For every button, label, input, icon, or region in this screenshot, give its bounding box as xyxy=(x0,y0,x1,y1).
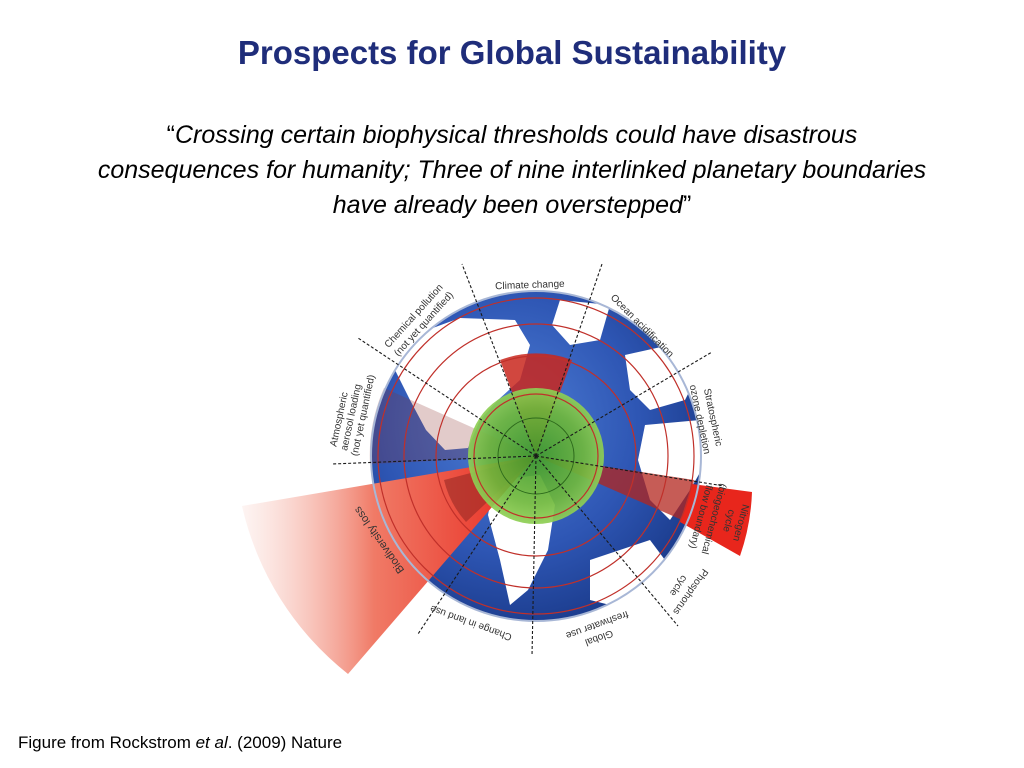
greenland xyxy=(552,300,610,345)
divider-8 xyxy=(331,455,537,465)
ring-2 xyxy=(435,355,637,557)
quote-open-mark: “ xyxy=(166,121,175,149)
ring-1 xyxy=(473,393,599,519)
caption-italic: et al xyxy=(195,733,228,752)
divider-9 xyxy=(357,337,537,457)
quote-text: “Crossing certain biophysical thresholds… xyxy=(92,118,932,223)
nitrogen-cycle-overshoot xyxy=(680,484,752,556)
quote-close-mark: ” xyxy=(682,191,692,219)
globe-outline xyxy=(370,290,702,622)
caption-suffix: . (2009) Nature xyxy=(227,733,343,752)
quote-body: Crossing certain biophysical thresholds … xyxy=(97,121,927,219)
boundary-rings xyxy=(377,297,695,615)
caption-prefix: Figure from Rockstrom xyxy=(18,733,196,752)
safe-zone-inner-ring xyxy=(497,417,575,495)
north-america xyxy=(395,318,530,450)
divider-3 xyxy=(535,351,713,457)
figure-caption: Figure from Rockstrom et al. (2009) Natu… xyxy=(18,733,342,753)
divider-5 xyxy=(535,455,679,627)
divider-6 xyxy=(531,455,537,657)
label-climate-change: Climate change xyxy=(495,279,565,292)
divider-2 xyxy=(535,263,603,457)
sector-dividers xyxy=(331,263,725,657)
planetary-boundaries-diagram: Climate change Ocean acidification Strat… xyxy=(242,263,752,674)
ring-3 xyxy=(403,323,669,589)
divider-7 xyxy=(417,455,537,635)
divider-1 xyxy=(461,263,537,457)
divider-4 xyxy=(535,455,725,487)
ring-4 xyxy=(377,297,695,615)
slide-title: Prospects for Global Sustainability xyxy=(237,34,787,71)
